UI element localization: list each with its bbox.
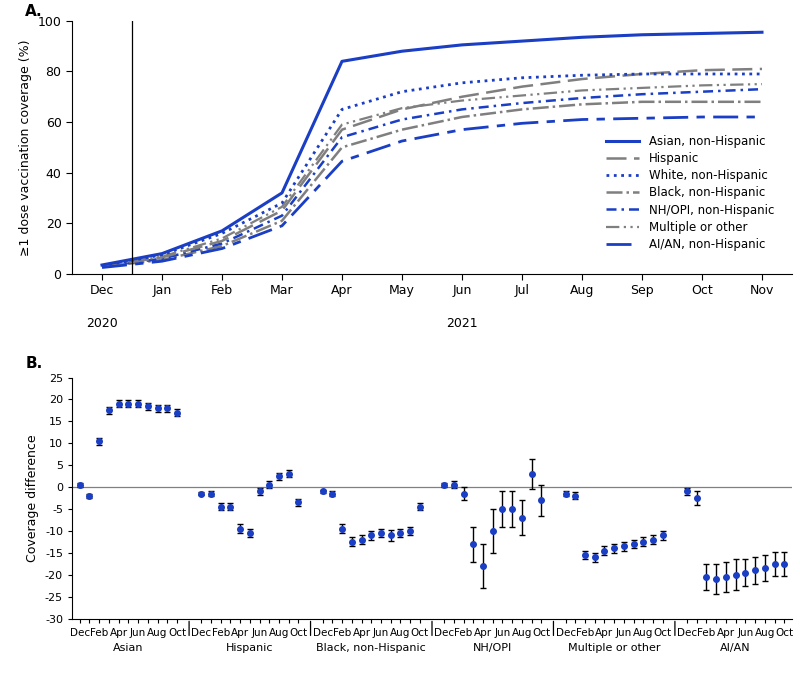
Text: B.: B. [25,356,42,371]
Text: 2021: 2021 [446,317,478,330]
Text: 2020: 2020 [86,317,118,330]
Text: Multiple or other: Multiple or other [568,643,661,653]
Y-axis label: ≥1 dose vaccination coverage (%): ≥1 dose vaccination coverage (%) [19,39,32,256]
Y-axis label: Coverage difference: Coverage difference [26,434,39,562]
Legend: Asian, non-Hispanic, Hispanic, White, non-Hispanic, Black, non-Hispanic, NH/OPI,: Asian, non-Hispanic, Hispanic, White, no… [602,130,779,256]
Text: Black, non-Hispanic: Black, non-Hispanic [316,643,426,653]
Text: Hispanic: Hispanic [226,643,274,653]
Text: Asian: Asian [113,643,144,653]
Text: NH/OPI: NH/OPI [473,643,512,653]
Text: A.: A. [25,3,43,19]
Text: AI/AN: AI/AN [720,643,751,653]
